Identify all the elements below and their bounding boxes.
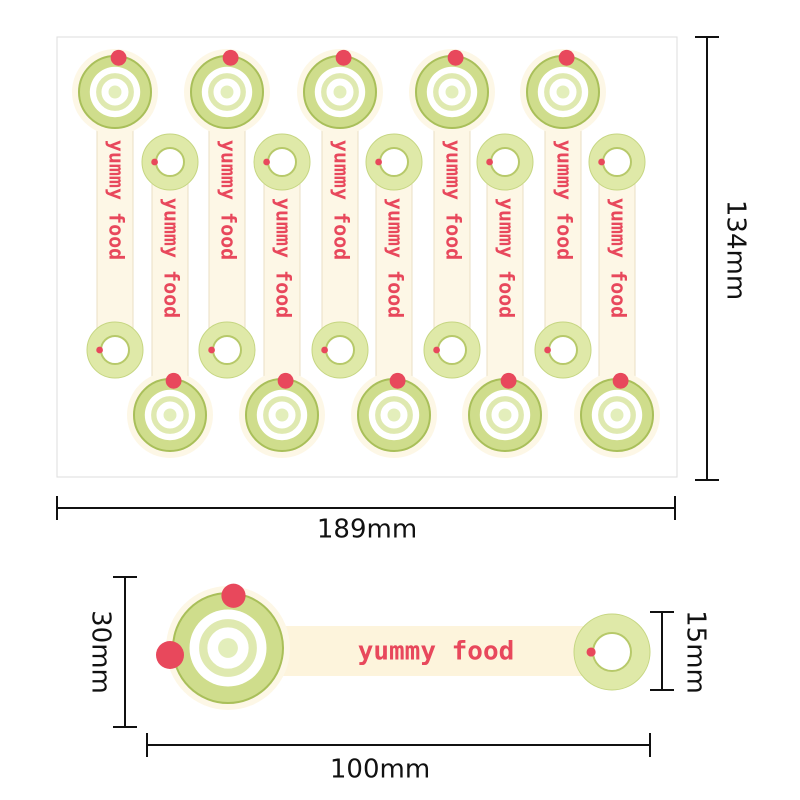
strawberry [612,372,629,389]
strawberry [156,641,184,669]
end-badge-roll [592,632,632,672]
single-dimension-lines [113,576,674,757]
roll-swirl [544,73,582,111]
end-badge-dot [375,158,382,166]
end-badge-roll [490,147,520,177]
roll-swirl [375,396,413,434]
end-badge-dot [321,346,328,354]
end-badge-dot [433,346,440,354]
end-badge-dot [586,647,596,657]
roll-center [556,85,570,99]
strip-sticker: yummy food [72,49,158,379]
sticker-text: yummy food [272,198,296,318]
end-badge-roll [325,335,355,365]
sheet-height-label: 134mm [721,200,751,300]
end-badge-dot [151,158,158,166]
strawberry [500,372,517,389]
strip-sticker: yummy food [520,49,606,379]
sticker-text: yummy food [384,198,408,318]
strip-sticker: yummy food [184,49,270,379]
strawberry [277,372,294,389]
roll-center [108,85,122,99]
roll-center [387,408,401,422]
sticker-text: yummy food [105,140,129,260]
sticker-strip [255,626,615,676]
strawberry [221,583,246,608]
end-badge-roll [212,335,242,365]
single-end-height-label: 15mm [681,610,711,694]
end-badge-roll [100,335,130,365]
sticker-text: yummy food [553,140,577,260]
end-badge-roll [379,147,409,177]
strip-sticker: yummy food [127,133,213,458]
roll-swirl [151,396,189,434]
strip-sticker: yummy food [462,133,548,458]
sheet-width-label: 189mm [317,515,417,545]
roll-swirl [263,396,301,434]
single-height-label: 30mm [86,610,116,694]
roll-swirl [208,73,246,111]
strip-sticker: yummy food [351,133,437,458]
sticker-text: yummy food [160,198,184,318]
roll-center [333,85,347,99]
strawberry [222,49,239,66]
roll-center [275,408,289,422]
roll-swirl [486,396,524,434]
end-badge-dot [96,346,103,354]
sticker-text: yummy food [217,140,241,260]
end-badge-dot [263,158,270,166]
end-badge-roll [602,147,632,177]
sticker-text: yummy food [442,140,466,260]
roll-center [218,638,238,658]
end-badge-dot [486,158,493,166]
end-badge-dot [208,346,215,354]
strawberry [447,49,464,66]
strip-sticker: yummy food [409,49,495,379]
strip-sticker: yummy food [239,133,325,458]
roll-center [445,85,459,99]
roll-center [220,85,234,99]
strip-sticker: yummy food [574,133,660,458]
strawberry [389,372,406,389]
single-sticker: yummy food [156,583,651,710]
strawberry [558,49,575,66]
roll-center [163,408,177,422]
end-badge-roll [548,335,578,365]
end-badge-dot [544,346,551,354]
strawberry [335,49,352,66]
strawberry [110,49,127,66]
sticker-text: yummy food [330,140,354,260]
end-badge-roll [437,335,467,365]
single-width-label: 100mm [330,755,430,785]
roll-swirl [321,73,359,111]
roll-swirl [598,396,636,434]
sticker-text: yummy food [495,198,519,318]
sheet-stickers: yummy food yummy food yummy food yummy food… [72,49,660,458]
strip-sticker: yummy food [297,49,383,379]
end-badge-roll [155,147,185,177]
sticker-text: yummy food [607,198,631,318]
sticker-text: yummy food [358,637,515,667]
sheet-dimension-lines [56,36,719,520]
roll-center [610,408,624,422]
roll-swirl [433,73,471,111]
strawberry [165,372,182,389]
end-badge-roll [267,147,297,177]
roll-swirl [199,619,257,677]
roll-swirl [96,73,134,111]
roll-center [498,408,512,422]
end-badge-dot [598,158,605,166]
